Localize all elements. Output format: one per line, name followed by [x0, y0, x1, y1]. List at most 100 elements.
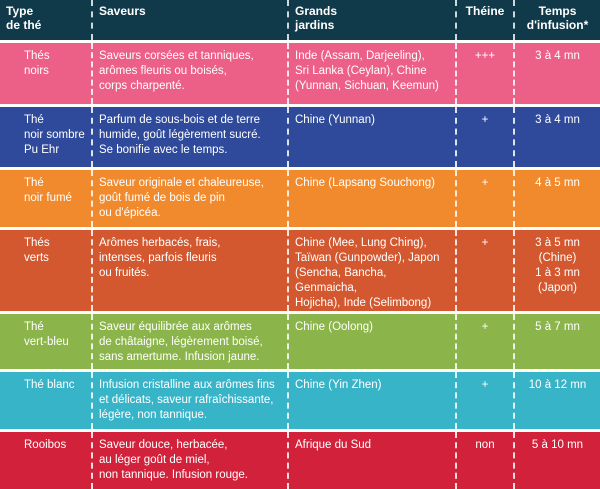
cell-line: noir sombre: [24, 129, 85, 141]
cell-line: +: [481, 379, 489, 391]
table-row: Thés noirs Saveurs corsées et tanniques, ar…: [0, 40, 600, 106]
cell-type: Thés noirs: [0, 40, 93, 106]
table-row: Thés verts Arômes herbacés, frais, intenses…: [0, 227, 600, 313]
table-row: Thé blanc Infusion cristalline aux arômes…: [0, 369, 600, 431]
cell-line: arômes fleuris ou boisés,: [99, 65, 227, 77]
cell-line: +: [481, 114, 489, 126]
cell-line: Chine (Mee, Lung Ching),: [295, 237, 427, 249]
table-row: Rooibos Saveur douce, herbacée, au léger g…: [0, 429, 600, 489]
cell-saveurs: Saveur équilibrée aux arômes de châtaigne…: [92, 311, 289, 371]
header-saveurs: Saveurs: [92, 0, 289, 42]
cell-temps: 3 à 4 mn: [514, 104, 600, 169]
cell-line: +: [481, 321, 489, 333]
cell-line: (Chine): [538, 252, 577, 264]
cell-line: corps charpenté.: [99, 80, 185, 92]
cell-jardins: Chine (Yin Zhen): [288, 369, 457, 431]
cell-line: noirs: [24, 65, 49, 77]
cell-jardins: Chine (Mee, Lung Ching), Taïwan (Gunpowde…: [288, 227, 457, 313]
cell-line: 1 à 3 mn: [535, 267, 580, 279]
cell-line: ou d'épicéa.: [99, 207, 161, 219]
cell-line: légère, non tannique.: [99, 409, 208, 421]
cell-line: sans amertume. Infusion jaune.: [99, 351, 260, 363]
cell-theine: +: [456, 227, 515, 313]
table-row: Thé vert-bleu Saveur équilibrée aux arômes…: [0, 311, 600, 371]
header-jardins: Grands jardins: [288, 0, 457, 42]
cell-type: Thé noir sombre Pu Ehr: [0, 104, 93, 169]
header-temps: Temps d'infusion*: [514, 0, 600, 42]
cell-line: Saveur douce, herbacée,: [99, 439, 228, 451]
cell-temps: 3 à 5 mn (Chine) 1 à 3 mn (Japon): [514, 227, 600, 313]
cell-theine: +: [456, 167, 515, 229]
cell-line: Arômes herbacés, frais,: [99, 237, 221, 249]
table-body: Thés noirs Saveurs corsées et tanniques, ar…: [0, 40, 600, 489]
cell-line: Saveur originale et chaleureuse,: [99, 177, 264, 189]
cell-type: Thé vert-bleu: [0, 311, 93, 371]
cell-line: Saveurs corsées et tanniques,: [99, 50, 254, 62]
cell-line: ou fruités.: [99, 267, 150, 279]
cell-line: goût fumé de bois de pin: [99, 192, 225, 204]
cell-line: 5 à 10 mn: [531, 439, 584, 451]
cell-temps: 5 à 10 mn: [514, 429, 600, 489]
cell-line: non tannique. Infusion rouge.: [99, 469, 248, 481]
cell-theine: non: [456, 429, 515, 489]
cell-line: humide, goût légèrement sucré.: [99, 129, 261, 141]
header-row: Type de thé Saveurs Grands jardins Théin…: [0, 0, 600, 42]
cell-line: Thé blanc: [24, 379, 75, 391]
cell-line: Rooibos: [24, 439, 67, 451]
cell-line: (Sencha, Bancha, Genmaicha,: [295, 267, 387, 294]
cell-line: +: [481, 177, 489, 189]
header-type: Type de thé: [0, 0, 93, 42]
cell-line: Parfum de sous-bois et de terre: [99, 114, 261, 126]
cell-saveurs: Arômes herbacés, frais, intenses, parfois…: [92, 227, 289, 313]
cell-line: 5 à 7 mn: [535, 321, 580, 333]
cell-jardins: Chine (Oolong): [288, 311, 457, 371]
cell-line: Inde (Assam, Darjeeling),: [295, 50, 425, 62]
cell-line: Chine (Oolong): [295, 321, 373, 333]
cell-saveurs: Parfum de sous-bois et de terre humide, g…: [92, 104, 289, 169]
cell-line: Chine (Lapsang Souchong): [295, 177, 436, 189]
cell-line: intenses, parfois fleuris: [99, 252, 217, 264]
cell-line: Sri Lanka (Ceylan), Chine: [295, 65, 427, 77]
cell-line: Taïwan (Gunpowder), Japon: [295, 252, 440, 264]
cell-line: non: [475, 439, 495, 451]
cell-theine: +: [456, 311, 515, 371]
cell-theine: +++: [456, 40, 515, 106]
cell-line: Pu Ehr: [24, 144, 60, 156]
cell-line: verts: [24, 252, 49, 264]
cell-line: (Japon): [538, 282, 577, 294]
header-theine: Théine: [456, 0, 515, 42]
cell-line: 3 à 4 mn: [535, 50, 580, 62]
cell-line: Hojicha), Inde (Selimbong): [295, 297, 432, 309]
cell-jardins: Inde (Assam, Darjeeling), Sri Lanka (Ceyl…: [288, 40, 457, 106]
cell-line: Infusion cristalline aux arômes fins: [99, 379, 275, 391]
cell-temps: 4 à 5 mn: [514, 167, 600, 229]
cell-saveurs: Saveurs corsées et tanniques, arômes fleu…: [92, 40, 289, 106]
cell-line: (Yunnan, Sichuan, Keemun): [295, 80, 439, 92]
cell-jardins: Afrique du Sud: [288, 429, 457, 489]
cell-line: 10 à 12 mn: [528, 379, 587, 391]
cell-type: Thé noir fumé: [0, 167, 93, 229]
cell-line: Afrique du Sud: [295, 439, 372, 451]
table-header: Type de thé Saveurs Grands jardins Théin…: [0, 0, 600, 42]
cell-line: vert-bleu: [24, 336, 69, 348]
cell-line: Se bonifie avec le temps.: [99, 144, 228, 156]
cell-line: Thés: [24, 50, 50, 62]
cell-line: 3 à 4 mn: [535, 114, 580, 126]
cell-temps: 5 à 7 mn: [514, 311, 600, 371]
cell-saveurs: Saveur originale et chaleureuse, goût fum…: [92, 167, 289, 229]
cell-line: de châtaigne, légèrement boisé,: [99, 336, 263, 348]
cell-line: +: [481, 237, 489, 249]
cell-line: Thés: [24, 237, 50, 249]
table-row: Thé noir sombre Pu Ehr Parfum de sous-bois …: [0, 104, 600, 169]
cell-type: Thé blanc: [0, 369, 93, 431]
cell-line: Chine (Yin Zhen): [295, 379, 382, 391]
cell-line: 3 à 5 mn: [535, 237, 580, 249]
cell-line: Thé: [24, 177, 44, 189]
cell-line: et délicats, saveur rafraîchissante,: [99, 394, 274, 406]
cell-temps: 3 à 4 mn: [514, 40, 600, 106]
cell-line: Chine (Yunnan): [295, 114, 375, 126]
table-row: Thé noir fumé Saveur originale et chaleure…: [0, 167, 600, 229]
cell-saveurs: Saveur douce, herbacée, au léger goût de …: [92, 429, 289, 489]
cell-line: au léger goût de miel,: [99, 454, 210, 466]
